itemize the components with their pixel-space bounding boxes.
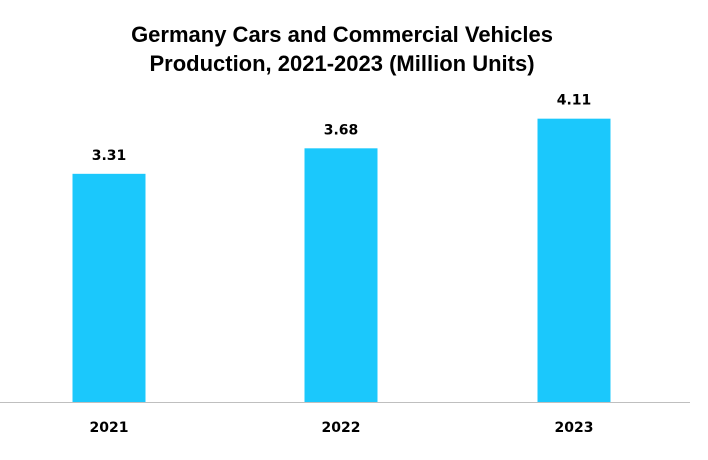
bar-2022 (304, 148, 378, 402)
data-label-2022: 3.68 (324, 122, 359, 138)
chart-title-line-1: Germany Cars and Commercial Vehicles (131, 22, 553, 47)
data-label-2023: 4.11 (557, 93, 592, 109)
bar-2021 (72, 173, 146, 402)
x-tick-label-2022: 2022 (322, 420, 361, 436)
bars-group (72, 118, 611, 403)
chart-title-line-2: Production, 2021-2023 (Million Units) (149, 51, 535, 76)
chart-title: Germany Cars and Commercial Vehicles Pro… (0, 20, 684, 78)
x-tick-label-2023: 2023 (555, 420, 594, 436)
x-tick-label-2021: 2021 (90, 420, 129, 436)
data-label-2021: 3.31 (92, 148, 127, 164)
bar-2023 (537, 118, 611, 403)
labels-group: 3.31 2021 3.68 2022 4.11 2023 (90, 93, 594, 436)
